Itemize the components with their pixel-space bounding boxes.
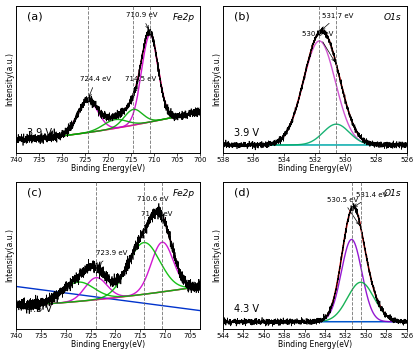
Y-axis label: Intensity(a.u.): Intensity(a.u.) (212, 52, 221, 106)
Text: O1s: O1s (384, 189, 401, 198)
Text: 530.6 eV: 530.6 eV (302, 31, 334, 61)
Y-axis label: Intensity(a.u.): Intensity(a.u.) (5, 52, 15, 106)
Text: O1s: O1s (384, 13, 401, 22)
Y-axis label: Intensity(a.u.): Intensity(a.u.) (5, 228, 15, 282)
Text: 3.9 V: 3.9 V (234, 128, 259, 138)
Text: 714.3 eV: 714.3 eV (140, 211, 172, 228)
Text: 4.3 V: 4.3 V (27, 304, 52, 314)
X-axis label: Binding Energy(eV): Binding Energy(eV) (278, 164, 352, 173)
Text: 4.3 V: 4.3 V (234, 304, 259, 314)
Text: 710.6 eV: 710.6 eV (137, 196, 168, 213)
Text: 723.9 eV: 723.9 eV (96, 250, 128, 264)
Text: 714.5 eV: 714.5 eV (124, 76, 156, 92)
Text: Fe2p: Fe2p (172, 189, 194, 198)
X-axis label: Binding Energy(eV): Binding Energy(eV) (71, 164, 145, 173)
Text: (c): (c) (27, 187, 42, 197)
Text: (b): (b) (234, 11, 250, 21)
X-axis label: Binding Energy(eV): Binding Energy(eV) (71, 340, 145, 349)
Y-axis label: Intensity(a.u.): Intensity(a.u.) (212, 228, 221, 282)
X-axis label: Binding Energy(eV): Binding Energy(eV) (278, 340, 352, 349)
Text: 724.4 eV: 724.4 eV (80, 76, 111, 97)
Text: 531.4 eV: 531.4 eV (354, 192, 388, 207)
Text: Fe2p: Fe2p (172, 13, 194, 22)
Text: 3.9 V: 3.9 V (27, 128, 52, 138)
Text: (a): (a) (27, 11, 43, 21)
Text: 530.5 eV: 530.5 eV (327, 197, 359, 224)
Text: 710.9 eV: 710.9 eV (126, 12, 158, 28)
Text: (d): (d) (234, 187, 250, 197)
Text: 531.7 eV: 531.7 eV (322, 13, 354, 29)
